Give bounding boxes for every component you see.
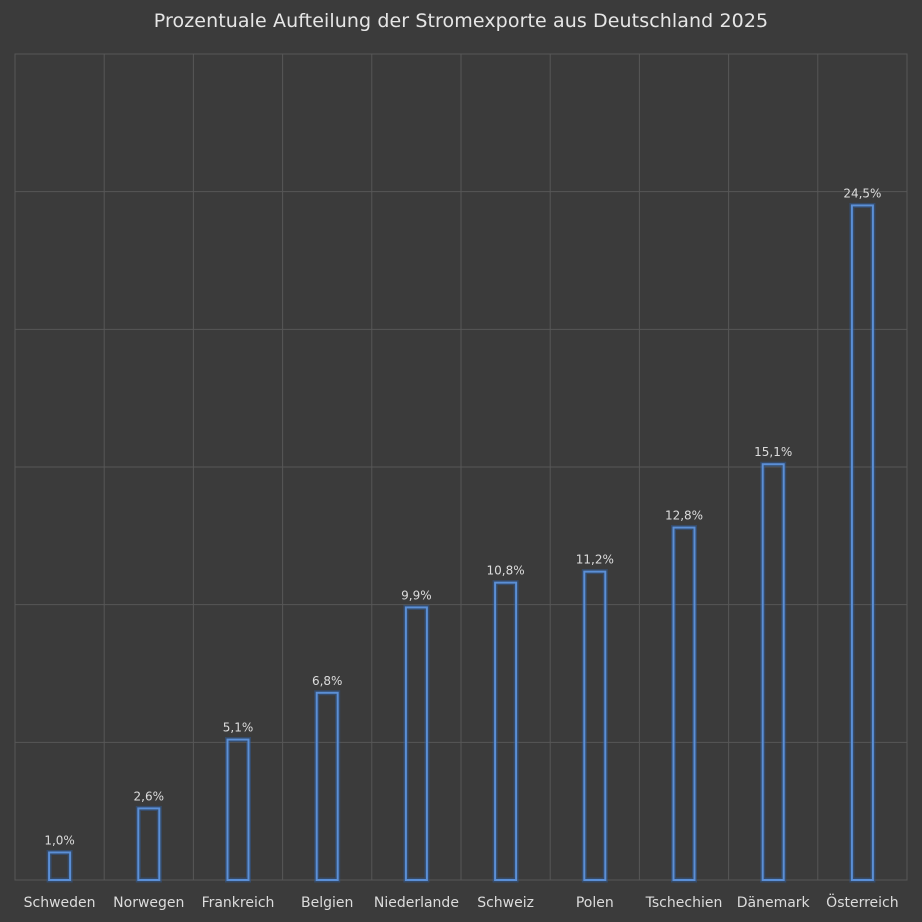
data-label: 24,5% (843, 186, 881, 200)
bar (226, 738, 250, 882)
bar-glow (760, 461, 787, 883)
x-tick-label: Frankreich (202, 895, 275, 911)
x-tick-label: Schweiz (477, 895, 534, 911)
x-tick-label: Österreich (826, 893, 898, 911)
x-tick-label: Tschechien (645, 895, 723, 911)
bar-glow (46, 849, 73, 883)
x-tick-label: Norwegen (113, 895, 184, 911)
chart-title: Prozentuale Aufteilung der Stromexporte … (153, 10, 769, 32)
bar (583, 570, 607, 881)
data-label: 9,9% (401, 588, 432, 602)
bar-glow (492, 580, 519, 883)
bar (404, 606, 428, 881)
bar-glow (671, 525, 697, 883)
data-label: 5,1% (223, 721, 254, 735)
bar (137, 807, 161, 881)
bar (672, 526, 696, 881)
bar-glow (135, 805, 162, 883)
bar (850, 204, 874, 881)
x-tick-label: Dänemark (737, 895, 811, 911)
plot-area-frame (14, 53, 908, 881)
bar (315, 691, 339, 881)
bar-glow (314, 690, 341, 883)
data-label: 12,8% (665, 509, 703, 523)
x-tick-label: Niederlande (374, 895, 459, 911)
x-tick-label: Polen (576, 895, 614, 911)
x-tick-label: Schweden (24, 895, 96, 911)
data-label: 2,6% (134, 789, 165, 803)
data-label: 1,0% (44, 833, 75, 847)
bar-glow (581, 569, 608, 883)
x-tick-label: Belgien (301, 895, 353, 911)
bar (48, 851, 72, 882)
data-label: 11,2% (576, 553, 614, 567)
data-label: 10,8% (487, 564, 525, 578)
bar-glow (403, 604, 430, 883)
bar (494, 581, 518, 881)
bar-glow (225, 737, 251, 883)
data-label: 15,1% (754, 445, 792, 459)
data-label: 6,8% (312, 674, 343, 688)
bar (761, 463, 785, 881)
bar-glow (849, 202, 876, 883)
